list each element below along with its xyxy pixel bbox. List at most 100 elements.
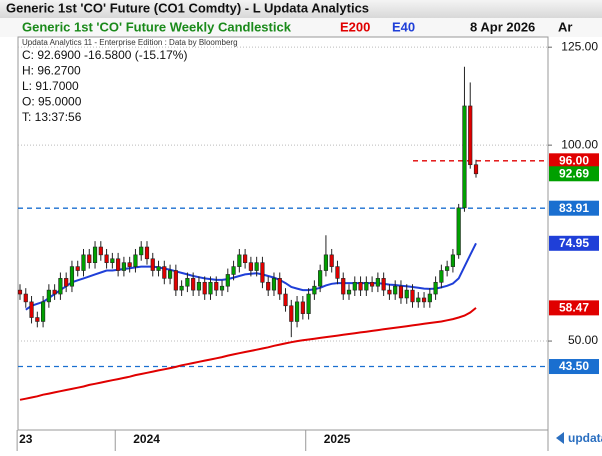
candle — [231, 260, 236, 281]
candle — [81, 248, 86, 277]
candle — [416, 292, 421, 308]
candle-body — [306, 293, 311, 314]
candle-body — [127, 262, 132, 267]
x-tick-label: 23 — [19, 432, 33, 446]
candle — [306, 288, 311, 320]
candle-body — [283, 293, 288, 307]
candle — [335, 260, 340, 285]
title-bar — [0, 0, 602, 18]
candle-body — [312, 285, 317, 295]
candle — [191, 272, 196, 296]
candle-body — [358, 281, 363, 291]
candle — [87, 248, 92, 269]
candle — [260, 256, 265, 289]
candle — [167, 264, 173, 285]
x-tick-label: 2025 — [324, 432, 351, 446]
candle-body — [410, 289, 415, 303]
candle-body — [260, 262, 265, 283]
candle-body — [29, 301, 34, 318]
candle — [133, 248, 138, 273]
candle-body — [46, 289, 51, 303]
candle-body — [237, 254, 242, 267]
chart-title: Generic 1st 'CO' Future Weekly Candlesti… — [22, 19, 292, 34]
candle — [127, 256, 132, 273]
candle-body — [133, 254, 138, 267]
candle — [341, 272, 346, 300]
candle — [52, 284, 57, 300]
corner-label: Ar — [558, 19, 572, 34]
readout-line: O: 95.0000 — [22, 95, 82, 109]
candle-body — [35, 317, 40, 322]
candle-body — [104, 254, 109, 263]
candle — [225, 268, 230, 293]
candle — [318, 264, 323, 293]
candle-body — [398, 285, 404, 299]
price-tag — [549, 235, 599, 251]
candle — [398, 280, 404, 304]
price-tag — [549, 166, 599, 182]
logo-text: updata — [568, 431, 602, 445]
candle-body — [468, 105, 473, 166]
candle-body — [341, 278, 346, 295]
candle-body — [445, 266, 450, 271]
candle-body — [121, 262, 126, 271]
x-tick-label: 2024 — [133, 432, 160, 446]
candle-body — [219, 285, 225, 291]
readout-line: T: 13:37:56 — [22, 110, 82, 124]
window-title: Generic 1st 'CO' Future (CO1 Comdty) - L… — [6, 0, 369, 15]
candle — [433, 276, 438, 300]
candle — [150, 252, 155, 277]
candle-body — [456, 207, 461, 256]
readout-line: H: 96.2700 — [22, 64, 81, 78]
ema-line — [19, 307, 477, 401]
candle — [300, 295, 305, 320]
y-tick-label: 50.00 — [568, 333, 598, 347]
candle-body — [162, 266, 167, 279]
candle — [439, 264, 444, 289]
candle-body — [150, 258, 155, 271]
candle — [144, 241, 150, 265]
candle — [162, 260, 167, 285]
candle — [283, 288, 288, 312]
price-tag-label: 74.95 — [559, 236, 589, 250]
date: 8 Apr 2026 — [470, 19, 535, 34]
candle — [208, 276, 213, 300]
legend-entry: E40 — [392, 19, 415, 34]
candle — [116, 252, 121, 277]
candle-body — [318, 270, 323, 287]
candle-body — [23, 293, 28, 303]
candle-body — [335, 266, 340, 279]
y-tick-label: 125.00 — [561, 39, 598, 53]
candle — [370, 276, 375, 293]
candle-body — [179, 285, 184, 291]
candle — [404, 284, 409, 304]
candle — [156, 260, 161, 277]
candle — [23, 288, 28, 308]
candle — [40, 295, 46, 328]
candle-body — [289, 305, 294, 322]
candle — [375, 272, 380, 293]
candle — [219, 280, 225, 296]
candle-body — [364, 281, 369, 291]
candle — [346, 284, 352, 300]
candle — [35, 311, 40, 328]
candle — [358, 276, 363, 296]
candle — [17, 284, 23, 300]
candle — [312, 280, 317, 300]
candle — [450, 248, 456, 273]
candle-body — [404, 289, 409, 299]
candle — [121, 256, 126, 277]
candle-body — [393, 285, 398, 295]
candle — [427, 288, 432, 308]
readout-line: C: 92.6900 -16.5800 (-15.17%) — [22, 48, 187, 62]
candle-body — [202, 281, 207, 295]
candle — [393, 280, 398, 300]
candle — [456, 203, 461, 259]
candle-body — [243, 254, 248, 263]
candle — [179, 280, 184, 296]
candle — [387, 284, 392, 300]
candle — [185, 272, 190, 293]
legend-entry: E200 — [340, 19, 370, 34]
